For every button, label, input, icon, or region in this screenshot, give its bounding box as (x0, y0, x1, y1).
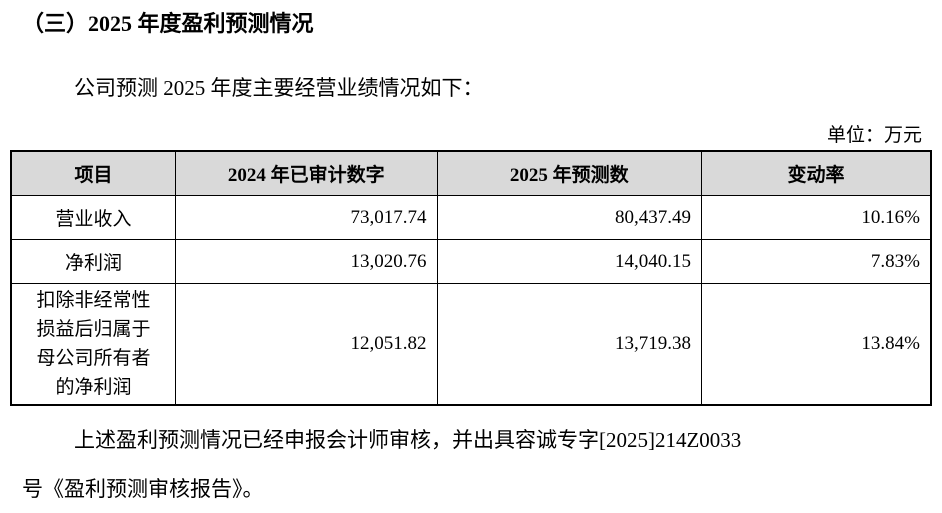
value-2025: 13,719.38 (436, 283, 702, 406)
value-2024: 73,017.74 (175, 195, 438, 240)
footer-paragraph-line1: 上述盈利预测情况已经申报会计师审核，并出具容诚专字[2025]214Z0033 (74, 428, 742, 452)
row-label-line: 的净利润 (55, 377, 132, 398)
row-label: 营业收入 (10, 195, 177, 240)
footer-paragraph-line2: 号《盈利预测审核报告》。 (22, 477, 264, 501)
table-header-row: 项目 2024 年已审计数字 2025 年预测数 变动率 (10, 150, 932, 196)
value-2025: 80,437.49 (436, 195, 702, 240)
profit-forecast-table: 项目 2024 年已审计数字 2025 年预测数 变动率 营业收入 73,017… (10, 150, 932, 406)
row-label: 净利润 (10, 239, 177, 284)
value-2024: 13,020.76 (175, 239, 438, 284)
row-label-line: 母公司所有者 (36, 348, 151, 369)
table-row: 营业收入 73,017.74 80,437.49 10.16% (10, 195, 932, 240)
header-change-rate: 变动率 (700, 150, 932, 196)
header-item: 项目 (10, 150, 177, 196)
value-2024: 12,051.82 (175, 283, 438, 406)
table-row: 扣除非经常性 损益后归属于 母公司所有者 的净利润 12,051.82 13,7… (10, 283, 932, 406)
change-rate: 7.83% (700, 239, 932, 284)
table-row: 净利润 13,020.76 14,040.15 7.83% (10, 239, 932, 284)
section-heading: （三）2025 年度盈利预测情况 (22, 11, 314, 36)
header-2025-forecast: 2025 年预测数 (436, 150, 702, 196)
change-rate: 13.84% (700, 283, 932, 406)
unit-label: 单位：万元 (826, 125, 922, 146)
row-label-line: 扣除非经常性 (36, 290, 151, 311)
row-label-line: 损益后归属于 (36, 319, 151, 340)
header-2024-audited: 2024 年已审计数字 (175, 150, 438, 196)
intro-paragraph: 公司预测 2025 年度主要经营业绩情况如下： (74, 76, 484, 100)
row-label: 扣除非经常性 损益后归属于 母公司所有者 的净利润 (10, 283, 177, 406)
value-2025: 14,040.15 (436, 239, 702, 284)
change-rate: 10.16% (700, 195, 932, 240)
